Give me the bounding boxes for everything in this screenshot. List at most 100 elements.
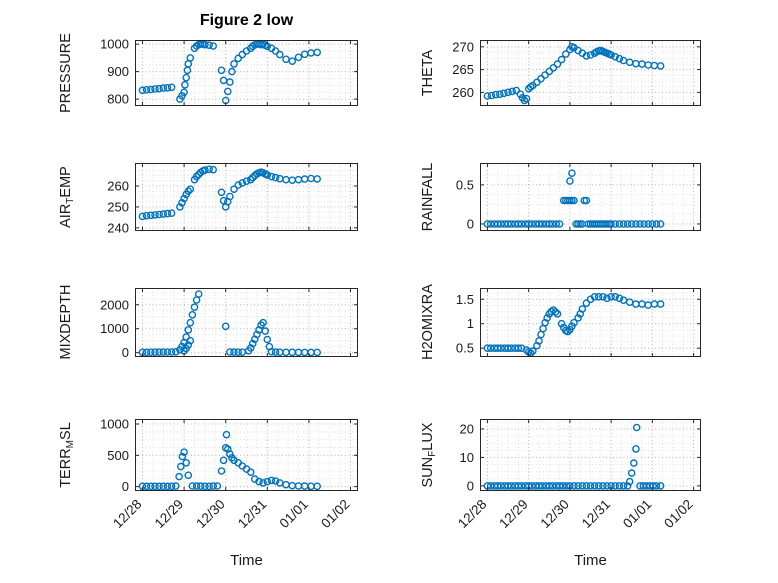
data-point xyxy=(192,172,201,181)
data-point xyxy=(528,482,536,490)
x-tick-label: 12/28 xyxy=(455,497,490,532)
data-point xyxy=(271,477,280,485)
data-point xyxy=(553,310,562,318)
data-point xyxy=(549,63,558,72)
markers xyxy=(483,293,665,357)
data-point xyxy=(551,308,560,316)
data-point xyxy=(205,165,213,174)
data-point xyxy=(644,220,652,228)
data-point xyxy=(632,423,641,432)
data-point xyxy=(497,344,505,353)
y-tick-label: 1000 xyxy=(100,37,129,52)
data-point xyxy=(217,188,226,197)
data-point xyxy=(650,300,659,308)
data-point xyxy=(491,90,500,99)
axes-box xyxy=(135,40,358,106)
data-point xyxy=(497,220,505,228)
data-point xyxy=(619,220,628,228)
data-point xyxy=(535,482,543,490)
axes-box xyxy=(480,419,701,491)
data-point xyxy=(615,482,624,490)
data-point xyxy=(234,54,242,63)
figure-title: Figure 2 low xyxy=(199,12,294,29)
data-point xyxy=(159,348,168,356)
data-point xyxy=(578,305,587,313)
data-point xyxy=(514,220,523,228)
data-point xyxy=(649,482,657,490)
data-point xyxy=(226,192,234,201)
axis-ticks xyxy=(480,419,701,491)
data-point xyxy=(184,326,193,334)
data-point xyxy=(224,87,232,96)
data-point xyxy=(246,175,255,184)
markers xyxy=(138,40,321,105)
data-point xyxy=(594,293,603,301)
data-point xyxy=(508,87,517,96)
y-axis-label-pressure: PRESSURE xyxy=(58,33,74,113)
markers xyxy=(138,290,321,357)
data-point xyxy=(175,472,183,481)
y-tick-label: 260 xyxy=(452,85,474,100)
data-point xyxy=(500,89,508,98)
data-point xyxy=(221,322,230,331)
y-tick-label: 800 xyxy=(107,92,129,107)
data-point xyxy=(192,296,201,304)
data-point xyxy=(163,84,172,92)
x-axis-label-right: Time xyxy=(574,552,607,569)
data-point xyxy=(570,318,578,327)
data-point xyxy=(538,220,547,228)
data-point xyxy=(288,348,297,357)
x-tick-label: 12/30 xyxy=(193,497,228,532)
tick-labels: 0 500 1000 12/28 12/29 12/30 12/31 01/01 01/02 xyxy=(100,417,353,532)
plot-area-mixdepth: 0 1000 2000 xyxy=(100,288,358,360)
axes-box xyxy=(135,288,358,357)
tick-labels: 0 10 20 12/28 12/29 12/30 12/31 01/01 01/02 xyxy=(455,421,696,531)
data-point xyxy=(486,344,495,353)
data-point xyxy=(219,76,228,85)
data-point xyxy=(603,294,611,303)
data-point xyxy=(234,348,242,356)
x-tick-label: 12/28 xyxy=(110,497,145,532)
tick-labels: 800 900 1000 xyxy=(100,37,129,107)
data-point xyxy=(483,344,492,353)
data-point xyxy=(549,306,558,314)
data-point xyxy=(562,482,571,490)
plot-area-pressure: 800 900 1000 xyxy=(100,37,358,107)
data-point xyxy=(559,482,567,490)
data-point xyxy=(652,220,661,228)
data-point xyxy=(313,482,321,491)
data-point xyxy=(288,481,297,490)
data-point xyxy=(226,78,234,86)
y-tick-label: 0 xyxy=(467,216,474,231)
data-point xyxy=(182,459,191,467)
data-point xyxy=(246,468,255,477)
tick-labels: 00.5 xyxy=(456,177,474,231)
data-point xyxy=(656,300,665,308)
data-point xyxy=(217,66,226,75)
data-point xyxy=(607,293,615,301)
y-tick-label: 0 xyxy=(467,478,474,493)
data-point xyxy=(151,348,159,356)
data-point xyxy=(201,482,209,491)
data-point xyxy=(196,482,205,490)
y-tick-label: 1 xyxy=(467,316,474,331)
data-point xyxy=(632,300,640,308)
data-point xyxy=(259,318,267,327)
data-point xyxy=(656,482,665,490)
data-point xyxy=(517,220,526,228)
data-point xyxy=(238,179,247,187)
data-point xyxy=(209,42,217,50)
data-point xyxy=(507,344,516,353)
data-point xyxy=(590,482,599,490)
data-point xyxy=(594,482,603,490)
data-point xyxy=(192,482,201,490)
data-point xyxy=(172,348,180,356)
plot-area-h2omixra: 0.5 1 1.5 xyxy=(456,288,701,357)
data-point xyxy=(300,482,309,490)
data-point xyxy=(186,54,195,62)
data-point xyxy=(242,177,251,186)
data-point xyxy=(267,476,276,485)
data-point xyxy=(537,74,545,83)
x-tick-label: 12/29 xyxy=(152,497,187,532)
data-point xyxy=(147,85,155,94)
